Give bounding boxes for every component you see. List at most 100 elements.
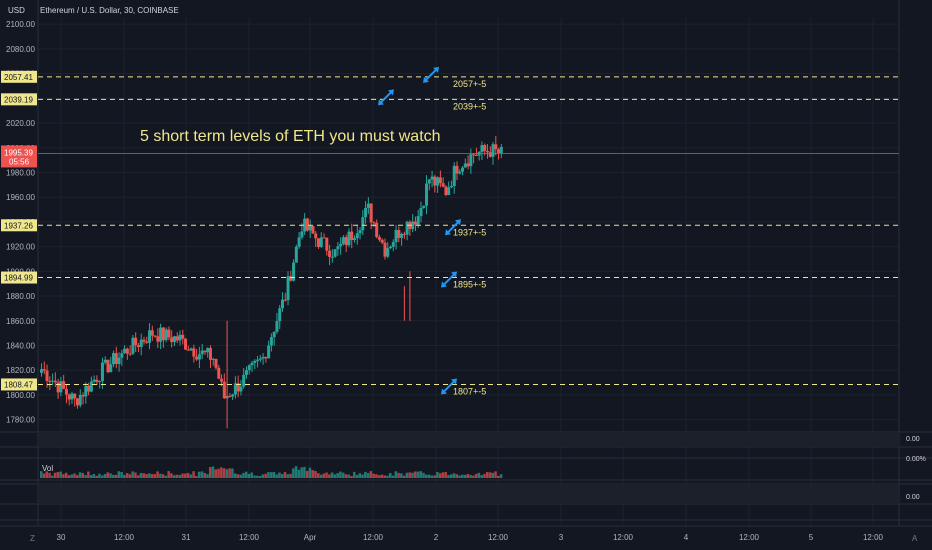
candle-body: [167, 329, 171, 338]
candle-body: [131, 337, 135, 354]
candle-body: [51, 380, 55, 382]
volume-bar: [330, 472, 334, 478]
candle-body: [272, 331, 276, 338]
candle-body: [186, 349, 190, 351]
volume-bar: [364, 471, 367, 478]
candle-body: [211, 358, 215, 360]
volume-bar: [350, 475, 353, 478]
candle-body: [128, 353, 132, 355]
candle-body: [40, 369, 43, 373]
volume-bar: [474, 473, 478, 478]
volume-bar: [383, 475, 386, 478]
volume-bar: [466, 473, 470, 478]
volume-bar: [499, 474, 503, 478]
candle-body: [217, 367, 221, 379]
candle-body: [148, 330, 152, 343]
volume-bar: [181, 473, 184, 478]
candle-body: [292, 262, 296, 281]
volume-bar: [444, 471, 447, 478]
candle-body: [289, 276, 293, 281]
volume-bar: [449, 474, 453, 478]
candle-body: [355, 233, 359, 239]
volume-bar: [103, 474, 107, 478]
volume-bar: [264, 473, 267, 478]
candle-body: [438, 177, 442, 184]
candle-body: [76, 398, 80, 406]
volume-bar: [386, 475, 389, 478]
candle-body: [300, 231, 304, 238]
candle-body: [200, 350, 204, 355]
volume-bar: [292, 468, 295, 478]
volume-series: [40, 466, 503, 478]
candle-body: [42, 369, 46, 371]
candle-body: [430, 176, 434, 180]
volume-bar: [247, 473, 251, 478]
volume-bar: [145, 474, 148, 478]
candle-body: [333, 249, 337, 257]
candle-body: [267, 345, 271, 359]
volume-bar: [483, 473, 486, 478]
x-tick-label: 12:00: [739, 533, 760, 542]
volume-bar: [225, 469, 229, 478]
volume-bar: [269, 472, 273, 478]
volume-bar: [258, 475, 262, 478]
volume-bar: [100, 475, 104, 478]
candle-body: [220, 378, 224, 382]
volume-bar: [286, 474, 290, 478]
volume-bar: [455, 474, 458, 478]
volume-bar: [416, 471, 420, 478]
candle-body: [159, 327, 163, 342]
volume-bar: [314, 470, 317, 478]
candle-body: [67, 394, 71, 400]
volume-bar: [200, 471, 204, 478]
volume-bar: [272, 472, 276, 478]
volume-bar: [425, 474, 428, 478]
volume-bar: [280, 474, 284, 478]
candle-body: [422, 205, 426, 208]
level-axis-label: 2039.19: [4, 95, 33, 104]
volume-bar: [217, 468, 220, 478]
auto-scale-button[interactable]: A: [912, 534, 918, 543]
timezone-button[interactable]: Z: [30, 534, 35, 543]
volume-bar: [92, 473, 96, 478]
volume-bar: [319, 474, 323, 478]
volume-bar: [394, 471, 398, 478]
volume-bar: [64, 472, 68, 478]
candle-body: [294, 246, 298, 263]
y-tick-label: 1880.00: [6, 292, 35, 301]
volume-bar: [275, 474, 278, 478]
y-tick-label: 1780.00: [6, 416, 35, 425]
volume-bar: [488, 472, 492, 478]
volume-bar: [322, 473, 326, 478]
volume-bar: [117, 471, 121, 478]
volume-bar: [59, 471, 62, 478]
volume-bar: [239, 474, 242, 478]
volume-bar: [220, 467, 223, 478]
volume-bar: [211, 466, 215, 478]
volume-bar: [339, 471, 342, 478]
level-axis-label: 1808.47: [4, 380, 33, 389]
pane-background: [38, 484, 899, 504]
candle-body: [419, 207, 423, 217]
volume-bar: [51, 475, 54, 478]
candle-body: [164, 329, 168, 341]
x-tick-label: 30: [57, 533, 66, 542]
volume-bar: [112, 474, 115, 478]
candle-body: [59, 381, 63, 393]
candle-body: [92, 379, 96, 382]
candle-body: [175, 336, 179, 341]
volume-bar: [189, 474, 193, 478]
volume-bar: [87, 471, 90, 478]
candle-body: [189, 348, 193, 351]
candle-body: [361, 217, 365, 231]
volume-bar: [397, 472, 400, 478]
volume-bar: [228, 468, 231, 478]
volume-bar: [81, 473, 85, 478]
volume-bar: [244, 471, 248, 478]
candle-body: [488, 152, 492, 157]
volume-bar: [325, 472, 328, 478]
candle-body: [81, 394, 85, 397]
candle-body: [447, 187, 451, 196]
candle-body: [239, 386, 243, 392]
